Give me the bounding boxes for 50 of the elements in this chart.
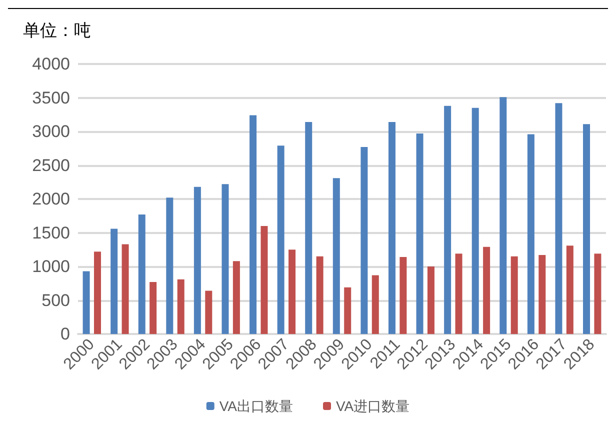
bar <box>583 124 590 334</box>
bar <box>166 198 174 334</box>
bar <box>538 255 546 334</box>
y-tick-label: 4000 <box>32 54 70 74</box>
y-tick-label: 2000 <box>32 190 70 208</box>
legend-label: VA进口数量 <box>336 398 410 414</box>
bar <box>510 256 518 334</box>
y-tick-label: 3500 <box>32 88 70 108</box>
y-tick-label: 500 <box>42 290 70 310</box>
bar <box>344 287 352 334</box>
legend-label: VA出口数量 <box>219 398 294 414</box>
bar <box>150 282 157 334</box>
chart-title: 单位：吨 <box>23 21 91 40</box>
bar <box>222 184 229 334</box>
bar <box>82 271 90 334</box>
bar <box>455 254 462 334</box>
bar <box>138 214 146 334</box>
bar <box>483 246 490 334</box>
bar <box>110 228 118 334</box>
bar <box>232 261 240 334</box>
bar <box>555 103 562 334</box>
bar <box>388 122 396 334</box>
bar <box>260 226 268 334</box>
bar <box>305 122 312 334</box>
bar <box>427 266 434 334</box>
bar <box>360 147 368 334</box>
bar <box>472 108 479 334</box>
bar <box>94 252 101 334</box>
bar <box>194 186 201 334</box>
bar <box>444 106 452 334</box>
bar <box>372 275 379 334</box>
bar <box>250 115 257 334</box>
bar <box>594 254 602 334</box>
bar <box>500 97 507 334</box>
y-tick-label: 2500 <box>32 156 70 175</box>
bar <box>400 257 407 334</box>
bar <box>566 246 574 334</box>
bar <box>122 244 129 334</box>
bar <box>316 256 324 334</box>
y-tick-label: 1000 <box>32 257 70 276</box>
y-tick-label: 0 <box>60 324 70 344</box>
bar <box>277 146 284 334</box>
y-tick-label: 3000 <box>32 122 70 141</box>
bar <box>205 290 212 334</box>
bar <box>332 178 340 334</box>
bar <box>416 134 424 334</box>
bar <box>527 134 534 334</box>
bar <box>177 279 184 334</box>
bar <box>288 250 296 334</box>
y-tick-label: 1500 <box>32 223 70 242</box>
